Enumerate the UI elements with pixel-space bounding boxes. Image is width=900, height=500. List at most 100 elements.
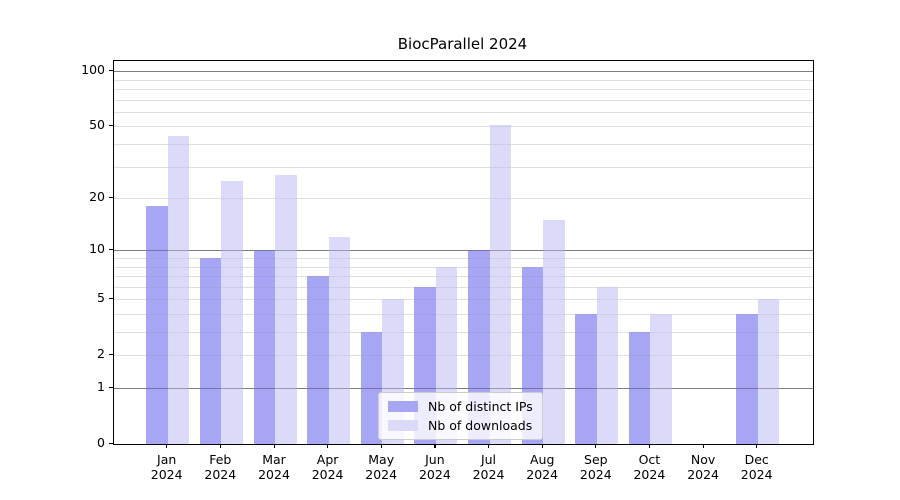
bar-downloads-sep [596, 286, 619, 444]
legend-row-distinct-ips: Nb of distinct IPs [388, 397, 533, 416]
ytick-mark-5 [109, 297, 113, 299]
xtick-mark-aug [541, 444, 543, 449]
gridline-50 [114, 126, 813, 128]
ytick-label-50: 50 [89, 117, 105, 133]
xtick-label-dec: Dec 2024 [740, 452, 773, 482]
gridline-40 [114, 143, 813, 145]
gridline-60 [114, 111, 813, 113]
ytick-mark-50 [109, 124, 113, 126]
gridline-70 [114, 99, 813, 101]
xtick-label-mar: Mar 2024 [258, 452, 290, 482]
xtick-mark-sep [595, 444, 597, 449]
bar-distinct-ips-sep [575, 314, 597, 444]
ytick-label-10: 10 [89, 241, 105, 257]
gridline-8 [114, 266, 813, 268]
legend-row-downloads: Nb of downloads [388, 416, 533, 435]
bar-downloads-jul [489, 124, 511, 444]
gridline-10 [114, 250, 813, 252]
bar-downloads-dec [757, 299, 780, 444]
ytick-label-5: 5 [97, 290, 105, 306]
xtick-mark-jul [488, 444, 490, 449]
xtick-label-nov: Nov 2024 [687, 452, 719, 482]
legend-swatch-downloads [388, 420, 418, 431]
gridline-4 [114, 314, 813, 315]
legend-label-distinct-ips: Nb of distinct IPs [428, 399, 533, 414]
bar-distinct-ips-apr [307, 276, 329, 444]
gridline-20 [114, 198, 813, 199]
gridline-6 [114, 286, 813, 288]
xtick-label-feb: Feb 2024 [204, 452, 237, 482]
gridline-6 [114, 286, 813, 288]
gridline-1 [114, 388, 813, 389]
gridline-60 [114, 111, 813, 113]
bar-distinct-ips-dec [736, 314, 758, 444]
gridline-2 [114, 355, 813, 357]
gridline-100 [114, 71, 813, 73]
ytick-mark-10 [109, 248, 113, 250]
gridline-1 [114, 388, 813, 389]
gridline-30 [114, 166, 813, 168]
xtick-mark-apr [327, 444, 329, 449]
xtick-mark-dec [756, 444, 758, 449]
gridline-100 [114, 71, 813, 73]
bar-distinct-ips-oct [628, 332, 651, 444]
chart-title: BiocParallel 2024 [397, 35, 528, 53]
gridline-3 [114, 332, 813, 333]
ytick-mark-1 [109, 386, 113, 388]
gridline-7 [114, 276, 813, 277]
xtick-label-oct: Oct 2024 [633, 452, 666, 482]
xtick-mark-oct [648, 444, 651, 449]
ytick-label-2: 2 [97, 346, 105, 362]
ytick-mark-20 [109, 196, 113, 198]
xtick-mark-nov [702, 444, 704, 449]
xtick-label-may: May 2024 [365, 452, 398, 482]
xtick-mark-jun [434, 444, 436, 449]
xtick-label-aug: Aug 2024 [526, 452, 559, 482]
xtick-mark-mar [273, 444, 275, 449]
ytick-mark-2 [109, 353, 113, 355]
gridline-30 [114, 166, 813, 168]
gridline-90 [114, 79, 813, 81]
gridline-9 [114, 258, 813, 259]
ytick-mark-100 [109, 69, 113, 71]
gridline-80 [114, 88, 813, 90]
gridline-8 [114, 266, 813, 268]
xtick-mark-jan [166, 444, 168, 449]
gridline-5 [114, 299, 813, 301]
xtick-label-apr: Apr 2024 [311, 452, 344, 482]
legend-label-downloads: Nb of downloads [428, 418, 533, 433]
ytick-label-1: 1 [97, 379, 105, 394]
ytick-label-0: 0 [97, 435, 105, 450]
xtick-mark-may [380, 444, 382, 449]
gridline-80 [114, 88, 813, 90]
gridline-70 [114, 99, 813, 101]
gridline-7 [114, 276, 813, 277]
legend-swatch-distinct-ips [388, 401, 418, 412]
ytick-mark-0 [109, 442, 113, 444]
gridline-4 [114, 314, 813, 315]
bar-downloads-jan [167, 136, 190, 444]
bar-downloads-feb [221, 180, 243, 444]
gridline-2 [114, 355, 813, 357]
xtick-label-jul: Jul 2024 [472, 452, 505, 482]
ytick-label-20: 20 [89, 189, 105, 204]
bar-distinct-ips-jan [146, 206, 168, 444]
gridline-3 [114, 332, 813, 333]
gridline-20 [114, 198, 813, 199]
bar-downloads-mar [275, 174, 297, 444]
bar-distinct-ips-mar [253, 250, 275, 444]
xtick-label-jun: Jun 2024 [418, 452, 451, 482]
gridline-90 [114, 79, 813, 81]
gridline-5 [114, 299, 813, 301]
gridline-40 [114, 143, 813, 145]
ytick-label-100: 100 [81, 62, 105, 78]
xtick-mark-feb [219, 444, 221, 449]
gridline-10 [114, 250, 813, 252]
bar-distinct-ips-may [360, 332, 383, 444]
bar-distinct-ips-feb [199, 258, 222, 444]
plot-area [113, 60, 814, 445]
bar-downloads-apr [328, 236, 351, 444]
xtick-label-jan: Jan 2024 [150, 452, 183, 482]
gridline-9 [114, 258, 813, 259]
